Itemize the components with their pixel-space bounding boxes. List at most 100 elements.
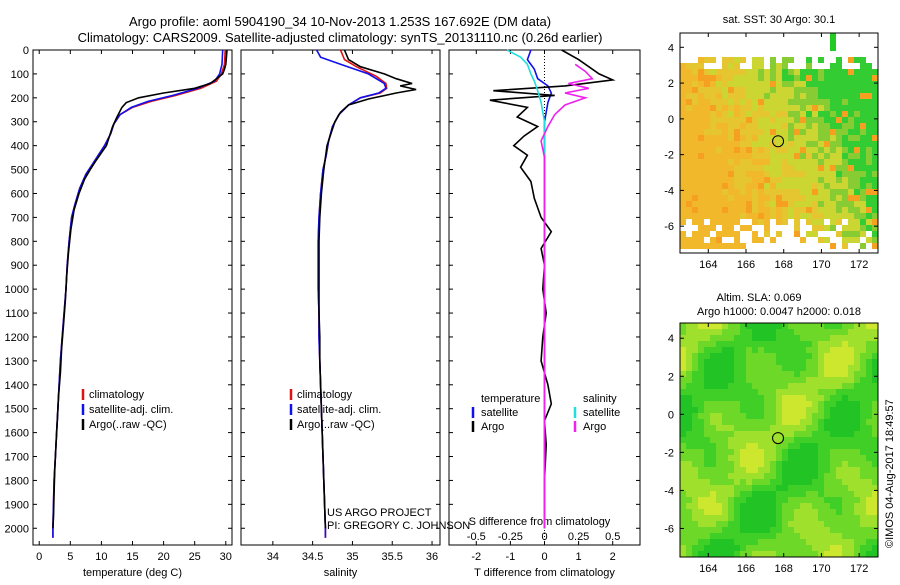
map-cell	[854, 219, 860, 225]
map-cell	[716, 503, 722, 509]
map-cell	[776, 467, 782, 473]
map-cell	[788, 383, 794, 389]
map-cell	[758, 503, 764, 509]
map-cell	[812, 533, 818, 539]
map-cell	[734, 479, 740, 485]
footer-stamp: ©IMOS 04-Aug-2017 18:49:57	[884, 399, 896, 548]
map-cell	[842, 329, 848, 335]
map-cell	[872, 177, 878, 183]
map-cell	[752, 183, 758, 189]
map-cell	[752, 479, 758, 485]
map-cell	[686, 485, 692, 491]
map-cell	[824, 81, 830, 87]
map-cell	[770, 485, 776, 491]
map-cell	[818, 195, 824, 201]
map-cell	[836, 515, 842, 521]
map-cell	[728, 87, 734, 93]
map-cell	[806, 347, 812, 353]
map-cell	[728, 243, 734, 249]
map-cell	[812, 177, 818, 183]
map-cell	[728, 413, 734, 419]
map-cell	[680, 111, 686, 117]
map-cell	[836, 329, 842, 335]
map-cell	[680, 485, 686, 491]
map-cell	[776, 497, 782, 503]
map-cell	[860, 473, 866, 479]
map-cell	[704, 485, 710, 491]
map-cell	[854, 497, 860, 503]
map-cell	[836, 63, 842, 69]
map-cell	[770, 335, 776, 341]
map-cell	[848, 147, 854, 153]
map-cell	[722, 437, 728, 443]
map-cell	[728, 177, 734, 183]
legend-label: Argo	[583, 421, 606, 433]
map-cell	[776, 491, 782, 497]
map-cell	[680, 503, 686, 509]
map-cell	[872, 213, 878, 219]
map-cell	[686, 335, 692, 341]
map-cell	[842, 81, 848, 87]
map-cell	[752, 533, 758, 539]
map-cell	[710, 189, 716, 195]
map-cell	[800, 449, 806, 455]
map-cell	[698, 99, 704, 105]
map-cell	[872, 425, 878, 431]
map-cell	[716, 389, 722, 395]
map-cell	[704, 503, 710, 509]
map-cell	[806, 527, 812, 533]
map-cell	[788, 491, 794, 497]
map-cell	[716, 117, 722, 123]
map-cell	[830, 551, 836, 557]
x-tick-label: 0	[541, 551, 547, 563]
map-cell	[866, 503, 872, 509]
map-cell	[800, 485, 806, 491]
map-cell	[830, 63, 836, 69]
map-cell	[818, 359, 824, 365]
map-cell	[836, 521, 842, 527]
map-cell	[752, 99, 758, 105]
map-cell	[716, 509, 722, 515]
map-cell	[740, 81, 746, 87]
map-cell	[740, 371, 746, 377]
map-cell	[794, 527, 800, 533]
map-cell	[824, 147, 830, 153]
credit-project: US ARGO PROJECT	[327, 507, 432, 519]
map-cell	[848, 443, 854, 449]
map-cell	[692, 437, 698, 443]
map-cell	[746, 165, 752, 171]
map-cell	[746, 491, 752, 497]
map-cell	[842, 473, 848, 479]
map-cell	[722, 123, 728, 129]
map-cell	[752, 539, 758, 545]
map-cell	[866, 177, 872, 183]
map-cell	[872, 111, 878, 117]
map-cell	[734, 165, 740, 171]
map-cell	[812, 365, 818, 371]
map-cell	[872, 365, 878, 371]
map-cell	[806, 171, 812, 177]
map-cell	[716, 171, 722, 177]
map-cell	[860, 359, 866, 365]
map-cell	[764, 117, 770, 123]
map-cell	[680, 105, 686, 111]
map-cell	[854, 347, 860, 353]
map-cell	[812, 437, 818, 443]
x2-tick-label: 0.5	[605, 531, 620, 543]
y-tick-label: 1600	[5, 428, 29, 440]
map-cell	[716, 353, 722, 359]
map-cell	[752, 111, 758, 117]
map-cell	[734, 341, 740, 347]
map-cell	[776, 117, 782, 123]
map-cell	[842, 503, 848, 509]
map-cell	[764, 93, 770, 99]
map-cell	[764, 479, 770, 485]
map-cell	[842, 401, 848, 407]
x-tick-label: 172	[850, 563, 868, 575]
map-cell	[728, 123, 734, 129]
map-cell	[698, 93, 704, 99]
map-cell	[752, 407, 758, 413]
map-cell	[680, 201, 686, 207]
map-cell	[872, 99, 878, 105]
map-cell	[866, 485, 872, 491]
